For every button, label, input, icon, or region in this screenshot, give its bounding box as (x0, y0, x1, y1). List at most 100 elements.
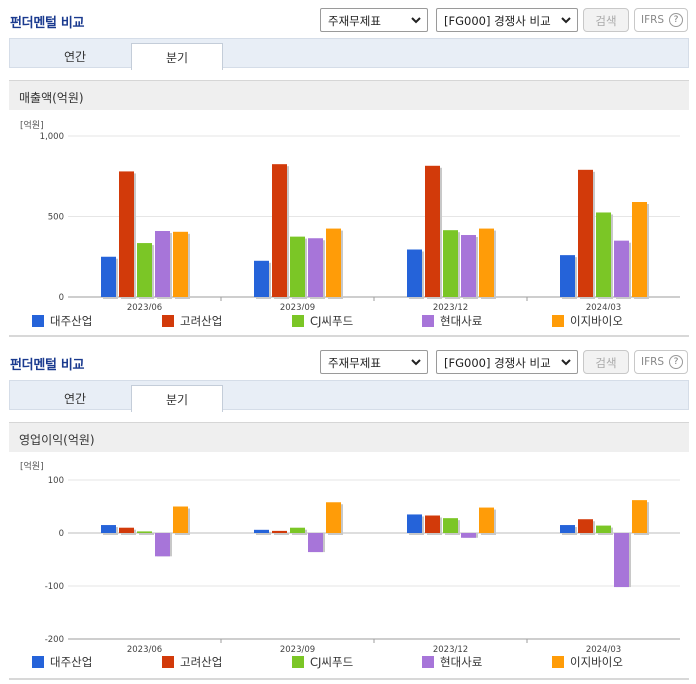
bar (272, 164, 287, 297)
legend-label: 고려산업 (180, 655, 223, 669)
legend-label: 대주산업 (50, 314, 93, 328)
section-header: 영업이익(억원) (9, 422, 689, 452)
bar (173, 506, 188, 533)
operating-profit-chart: -200 -100 0 100 2023/06 2023/09 2023/12 2024/03 (45, 476, 680, 655)
panel-divider (9, 678, 689, 680)
chart-legend: 대주산업 고려산업 CJ씨푸드 현대사료 이지바이오 (0, 311, 696, 331)
ifrs-button[interactable]: IFRS ? (634, 350, 688, 374)
bar (425, 165, 440, 297)
x-tick-label: 2023/12 (433, 645, 468, 655)
period-tabs: 연간 분기 (9, 380, 689, 412)
panel-operating-profit: 펀더멘털 비교 주재무제표 [FG000] 경쟁사 비교 검색 IFRS ? 연… (0, 342, 696, 684)
chevron-down-icon (411, 17, 421, 24)
bar (290, 236, 305, 297)
section-title: 영업이익(억원) (19, 433, 95, 447)
bar (614, 240, 629, 297)
bar (407, 514, 422, 533)
chart-legend: 대주산업 고려산업 CJ씨푸드 현대사료 이지바이오 (0, 652, 696, 672)
y-tick-label: -200 (45, 635, 64, 645)
legend-swatch (292, 315, 304, 327)
tab-annual[interactable]: 연간 (63, 50, 87, 64)
tab-quarterly[interactable]: 분기 (131, 385, 223, 412)
help-icon[interactable]: ? (669, 355, 683, 369)
bar-shadow (274, 532, 289, 535)
chevron-down-icon (561, 17, 571, 24)
panel-revenue: 펀더멘털 비교 주재무제표 [FG000] 경쟁사 비교 검색 IFRS ? 연… (0, 8, 696, 337)
x-tick-label: 2023/06 (127, 303, 162, 310)
bar (632, 500, 647, 533)
statement-select[interactable]: 주재무제표 (320, 350, 428, 374)
x-tick-label: 2023/09 (280, 645, 315, 655)
legend-label: 대주산업 (50, 655, 93, 669)
bar (326, 502, 341, 533)
search-button[interactable]: 검색 (583, 8, 629, 32)
legend-swatch (32, 315, 44, 327)
bar (290, 527, 305, 533)
panel-title: 펀더멘털 비교 (10, 358, 85, 373)
bar-shadow (139, 533, 154, 535)
bar (308, 238, 323, 297)
bar (596, 212, 611, 297)
bar (308, 533, 323, 553)
legend-swatch (552, 656, 564, 668)
compare-select[interactable]: [FG000] 경쟁사 비교 (436, 350, 578, 374)
bar (479, 507, 494, 533)
bar (137, 243, 152, 297)
legend-swatch (422, 315, 434, 327)
compare-select-value: [FG000] 경쟁사 비교 (444, 356, 551, 370)
legend-swatch (292, 656, 304, 668)
bar (596, 525, 611, 533)
ifrs-button[interactable]: IFRS ? (634, 8, 688, 32)
bar (443, 518, 458, 533)
bar (407, 249, 422, 297)
section-header: 매출액(억원) (9, 80, 689, 110)
bar (119, 171, 134, 297)
bar (560, 255, 575, 297)
x-tick-label: 2023/12 (433, 303, 468, 310)
x-tick-label: 2023/06 (127, 645, 162, 655)
search-button[interactable]: 검색 (583, 350, 629, 374)
legend-swatch (552, 315, 564, 327)
statement-select-value: 주재무제표 (328, 356, 381, 370)
help-icon[interactable]: ? (669, 13, 683, 27)
panel-title: 펀더멘털 비교 (10, 16, 85, 31)
bar (173, 231, 188, 297)
panel-header: 펀더멘털 비교 주재무제표 [FG000] 경쟁사 비교 검색 IFRS ? (0, 342, 696, 378)
y-tick-label: 1,000 (40, 132, 64, 142)
bar (632, 202, 647, 297)
panel-divider (9, 335, 689, 337)
legend-label: CJ씨푸드 (310, 655, 354, 669)
tab-annual[interactable]: 연간 (63, 392, 87, 406)
legend-swatch (422, 656, 434, 668)
section-title: 매출액(억원) (19, 91, 84, 105)
y-tick-label: -100 (45, 582, 64, 592)
unit-label: [억원] (20, 121, 44, 131)
bar (101, 256, 116, 297)
bar (155, 230, 170, 297)
compare-select[interactable]: [FG000] 경쟁사 비교 (436, 8, 578, 32)
y-tick-label: 0 (59, 293, 64, 303)
bar (614, 533, 629, 588)
bar (578, 519, 593, 533)
bar (461, 533, 476, 538)
revenue-chart: 0 500 1,000 2023/06 2023/09 2023/12 2024/03 (40, 132, 680, 310)
legend-label: 이지바이오 (570, 314, 623, 328)
period-tabs: 연간 분기 (9, 38, 689, 70)
bar (101, 525, 116, 533)
legend-swatch (162, 656, 174, 668)
bar (155, 533, 170, 557)
chevron-down-icon (561, 359, 571, 366)
bar (272, 530, 287, 533)
ifrs-label: IFRS (641, 14, 665, 26)
x-tick-label: 2024/03 (586, 645, 621, 655)
tab-quarterly[interactable]: 분기 (131, 43, 223, 70)
y-tick-label: 0 (59, 529, 64, 539)
legend-label: 현대사료 (440, 655, 483, 669)
statement-select[interactable]: 주재무제표 (320, 8, 428, 32)
legend-swatch (162, 315, 174, 327)
legend-label: 이지바이오 (570, 655, 623, 669)
bar (326, 228, 341, 297)
bar (137, 531, 152, 533)
y-tick-label: 100 (48, 476, 64, 486)
x-tick-label: 2023/09 (280, 303, 315, 310)
